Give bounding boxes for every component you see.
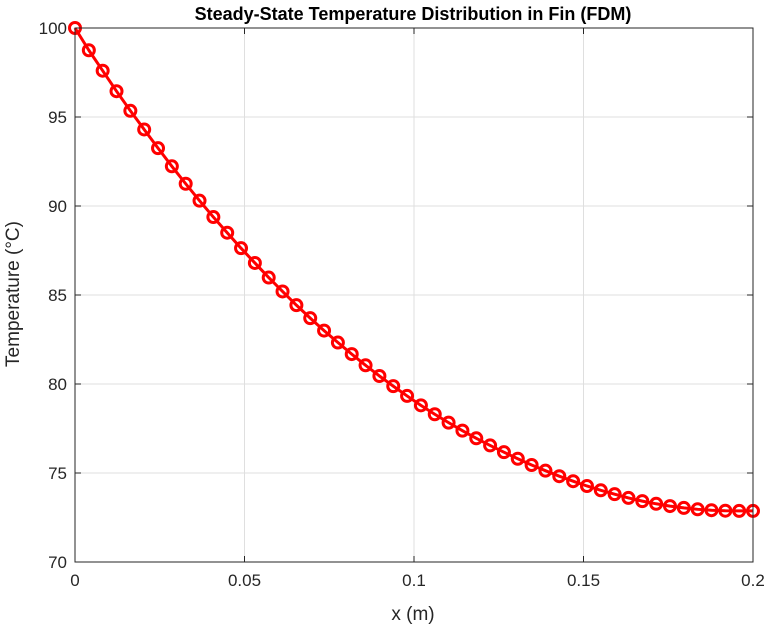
data-point-marker — [289, 298, 304, 313]
data-point-marker — [621, 490, 636, 505]
data-point-marker — [427, 407, 442, 422]
data-point-marker — [164, 159, 179, 174]
data-point-marker — [386, 379, 401, 394]
data-point-marker — [593, 483, 608, 498]
data-point-marker — [206, 210, 221, 225]
data-point-marker — [178, 176, 193, 191]
data-point-marker — [81, 43, 96, 58]
tick-marks — [74, 27, 754, 563]
y-tick-label: 80 — [48, 375, 67, 394]
data-point-marker — [649, 496, 664, 511]
y-tick-label: 95 — [48, 108, 67, 127]
data-point-marker — [151, 141, 166, 156]
data-point-marker — [192, 193, 207, 208]
data-point-marker — [344, 347, 359, 362]
data-point-marker — [234, 241, 249, 256]
y-tick-label: 85 — [48, 286, 67, 305]
data-point-marker — [552, 469, 567, 484]
data-point-marker — [247, 255, 262, 270]
data-point-marker — [635, 494, 650, 509]
data-point-marker — [510, 451, 525, 466]
chart-title: Steady-State Temperature Distribution in… — [195, 4, 632, 24]
x-tick-label: 0.15 — [567, 571, 600, 590]
data-point-marker — [496, 445, 511, 460]
data-point-marker — [718, 503, 733, 518]
data-point-marker — [441, 415, 456, 430]
series-line — [73, 27, 753, 513]
data-point-marker — [607, 487, 622, 502]
data-point-marker — [704, 503, 719, 518]
x-tick-label: 0.1 — [402, 571, 426, 590]
data-point-marker — [455, 423, 470, 438]
data-point-marker — [483, 438, 498, 453]
data-point-marker — [538, 463, 553, 478]
data-point-marker — [358, 358, 373, 373]
data-point-marker — [690, 502, 705, 517]
data-point-marker — [662, 499, 677, 514]
y-tick-labels: 70 75 80 85 90 95 100 — [39, 19, 67, 572]
data-point-marker — [137, 122, 152, 137]
data-point-marker — [469, 431, 484, 446]
data-point-marker — [676, 500, 691, 515]
data-point-marker — [275, 284, 290, 299]
data-point-marker — [220, 225, 235, 240]
y-axis-label: Temperature (°C) — [3, 221, 24, 367]
y-tick-label: 75 — [48, 464, 67, 483]
x-tick-label: 0.05 — [228, 571, 261, 590]
data-point-marker — [303, 311, 318, 326]
series-group — [68, 21, 760, 518]
y-tick-label: 90 — [48, 197, 67, 216]
data-point-marker — [579, 478, 594, 493]
y-tick-label: 100 — [39, 19, 67, 38]
series-0 — [68, 21, 760, 518]
data-point-marker — [372, 368, 387, 383]
data-point-marker — [732, 503, 747, 518]
x-axis-label: x (m) — [391, 604, 434, 625]
data-point-marker — [95, 63, 110, 78]
y-tick-label: 70 — [48, 553, 67, 572]
data-point-marker — [413, 398, 428, 413]
x-tick-labels: 0 0.05 0.1 0.15 0.2 — [70, 571, 765, 590]
x-tick-label: 0.2 — [741, 571, 765, 590]
x-tick-label: 0 — [70, 571, 79, 590]
data-point-marker — [317, 323, 332, 338]
data-point-marker — [330, 335, 345, 350]
data-point-marker — [566, 474, 581, 489]
data-point-marker — [123, 103, 138, 118]
data-point-marker — [524, 457, 539, 472]
data-point-marker — [261, 270, 276, 285]
data-point-marker — [400, 388, 415, 403]
data-point-marker — [109, 84, 124, 99]
